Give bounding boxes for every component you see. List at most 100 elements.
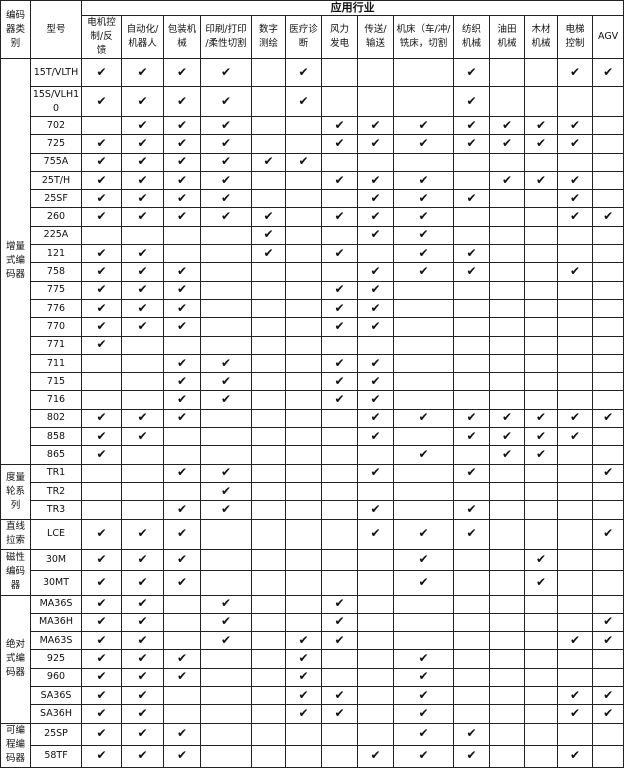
table-row: 绝对 式编 码器 MA36S ✔ ✔ ✔ ✔ [0,594,624,724]
model-cell: 758 [30,262,82,282]
checkmark-icon: ✔ [137,154,148,169]
application-cell: ✔ [121,744,164,768]
application-cell [453,704,490,724]
industry-header: 印刷/打印 /柔性切割 [200,15,252,59]
application-cell [163,612,201,633]
application-cell: ✔ [357,463,394,483]
application-cell: ✔ [163,569,201,596]
application-cell [251,704,286,724]
application-cell: ✔ [81,335,122,355]
model-cell: 260 [30,207,82,227]
application-cell: ✔ [557,134,593,154]
application-cell [357,58,394,87]
checkmark-icon: ✔ [96,651,107,666]
checkmark-icon: ✔ [176,93,188,108]
checkmark-icon: ✔ [501,428,513,443]
checkmark-icon: ✔ [501,117,513,132]
application-cell: ✔ [453,722,490,746]
application-cell: ✔ [321,280,358,300]
application-cell [251,631,286,651]
application-cell [591,189,624,209]
application-cell: ✔ [393,744,454,768]
application-cell [321,649,358,669]
model-cell: 30MT [30,569,82,596]
application-cell [251,280,286,300]
application-cell [251,594,286,614]
model-cell: 771 [30,335,82,355]
application-cell: ✔ [393,667,454,688]
application-cell [321,569,358,596]
application-cell [453,152,490,172]
model-cell: SA36S [30,686,82,706]
application-cell [524,463,558,483]
application-cell: ✔ [121,722,164,746]
application-cell [557,463,593,483]
application-cell: ✔ [357,744,394,768]
model-cell: MA36H [30,612,82,633]
application-cell: ✔ [163,548,201,571]
checkmark-icon: ✔ [96,245,107,260]
application-cell: ✔ [393,649,454,669]
checkmark-icon: ✔ [176,501,188,516]
application-cell [489,704,525,724]
application-cell: ✔ [121,152,164,172]
application-cell [591,500,624,520]
checkmark-icon: ✔ [96,748,107,763]
application-cell: ✔ [81,631,122,651]
application-cell [524,298,558,319]
application-cell [285,225,322,246]
application-cell [591,115,624,136]
checkmark-icon: ✔ [370,465,381,480]
application-cell: ✔ [81,569,122,596]
application-cell: ✔ [453,115,490,136]
application-cell [557,390,593,410]
checkmark-icon: ✔ [334,209,345,224]
application-cell [200,445,252,465]
application-cell [489,280,525,300]
table-row: 直线 拉索 LCE ✔ ✔ ✔ ✔ ✔ ✔ ✔ [0,518,624,550]
application-cell [357,244,394,264]
checkmark-icon: ✔ [96,337,107,352]
checkmark-icon: ✔ [370,227,381,242]
checkmark-icon: ✔ [370,748,381,763]
application-cell [121,481,164,502]
checkmark-icon: ✔ [501,410,513,425]
application-cell [251,667,286,688]
checkmark-icon: ✔ [569,135,581,150]
application-cell: ✔ [357,372,394,392]
application-cell: ✔ [453,244,490,264]
application-cell: ✔ [200,170,252,191]
application-cell: ✔ [453,86,490,117]
application-cell: ✔ [557,170,593,191]
table-row: 702 ✔ ✔ ✔ ✔ ✔ ✔ ✔ ✔ ✔ ✔ [1,115,624,136]
model-cell: 25T/H [30,170,82,191]
application-cell [321,262,358,282]
table-row: 25T/H ✔ ✔ ✔ ✔ ✔ ✔ ✔ ✔ ✔ ✔ [1,170,624,191]
application-cell: ✔ [200,207,252,227]
application-cell: ✔ [163,262,201,282]
checkmark-icon: ✔ [220,93,232,108]
application-cell [557,225,593,246]
application-cell: ✔ [393,207,454,227]
model-cell: 711 [30,353,82,374]
model-cell: 755A [30,152,82,172]
checkmark-icon: ✔ [370,135,381,150]
application-cell [251,372,286,392]
checkmark-icon: ✔ [96,596,107,611]
application-cell [251,427,286,447]
checkmark-icon: ✔ [418,726,429,741]
application-cell: ✔ [557,631,593,651]
application-cell [393,298,454,319]
application-cell: ✔ [557,408,593,429]
application-cell: ✔ [524,569,558,596]
application-cell [163,244,201,264]
table-row: 711 ✔ ✔ ✔ ✔ [1,353,624,374]
application-cell [321,518,358,550]
application-cell: ✔ [81,427,122,447]
checkmark-icon: ✔ [569,190,581,205]
application-cell: ✔ [453,189,490,209]
checkmark-icon: ✔ [96,64,107,79]
checkmark-icon: ✔ [418,209,429,224]
checkmark-icon: ✔ [334,355,345,370]
application-cell [557,722,593,746]
